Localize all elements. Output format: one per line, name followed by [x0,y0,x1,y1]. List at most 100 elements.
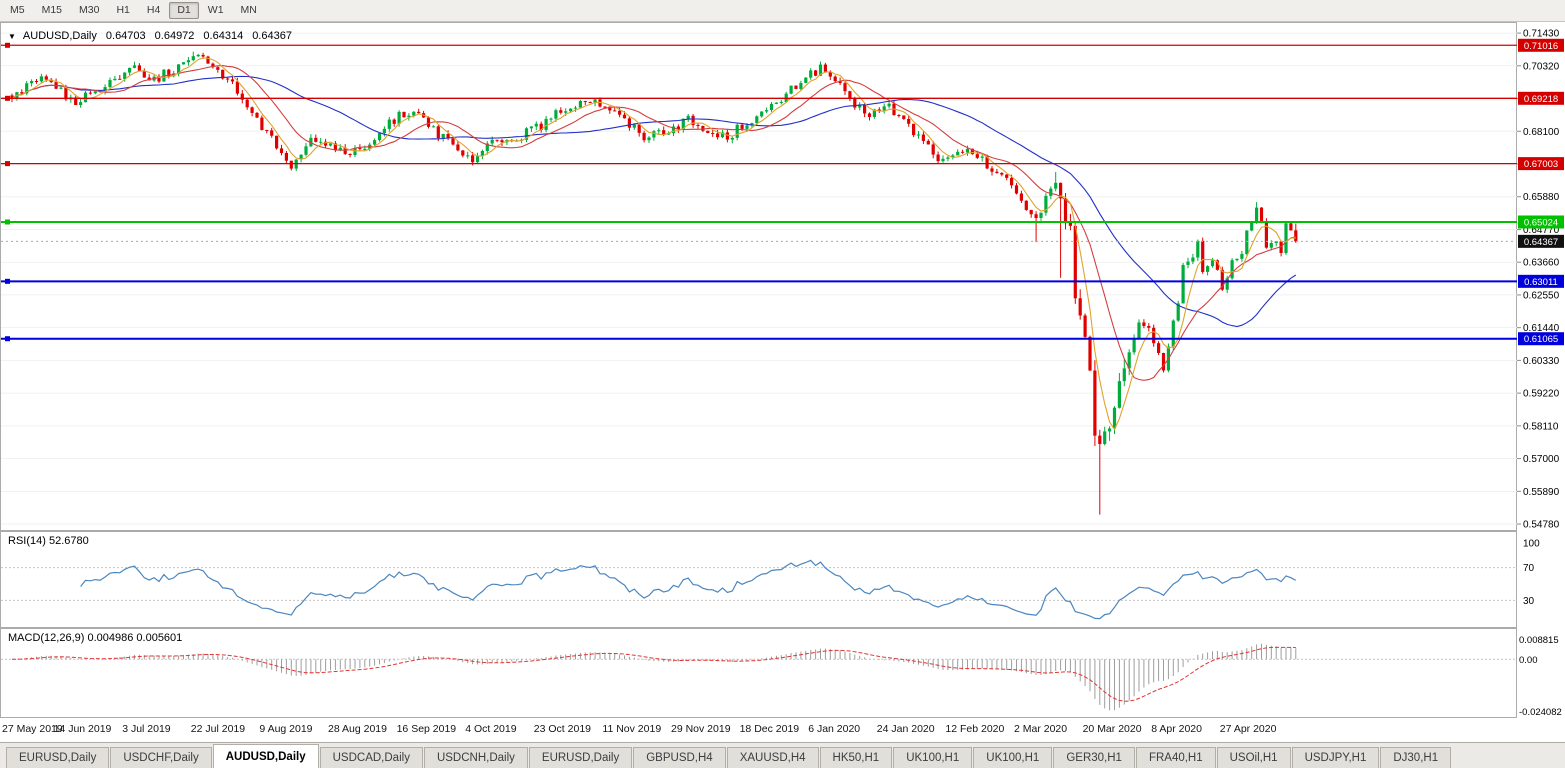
chart-tab-audusd-daily[interactable]: AUDUSD,Daily [212,744,319,768]
moving-average-13[interactable] [11,65,1296,381]
timeframe-button-w1[interactable]: W1 [207,3,224,16]
svg-text:0.57000: 0.57000 [1523,454,1560,465]
svg-text:0.63011: 0.63011 [1524,277,1558,288]
horizontal-line-0.71016[interactable]: 0.71016 [1,38,1564,52]
time-axis-label: 11 Nov 2019 [602,723,662,735]
time-axis-label: 20 Mar 2020 [1082,723,1142,735]
svg-text:0.71430: 0.71430 [1523,29,1560,40]
macd-histogram [16,643,1297,711]
time-axis-label: 22 Jul 2019 [190,723,246,735]
timeframe-button-d1[interactable]: D1 [169,1,199,20]
timeframe-button-mn[interactable]: MN [240,3,257,16]
chart-tab-fra40-h1[interactable]: FRA40,H1 [1135,747,1216,768]
time-axis-label: 27 May 2019 [2,723,63,735]
macd-signal-line [11,646,1296,702]
chart-tabs-bar: EURUSD,Daily USDCHF,Daily AUDUSD,Daily USDC… [0,742,1565,768]
time-axis-label: 8 Apr 2020 [1151,723,1202,735]
svg-text:0.65880: 0.65880 [1523,192,1560,203]
chart-tab-gbpusd-h4[interactable]: GBPUSD,H4 [633,747,726,768]
svg-text:0.68100: 0.68100 [1523,127,1560,138]
svg-text:0.58110: 0.58110 [1523,421,1559,432]
ohlc-close: 0.64367 [252,30,292,42]
svg-text:0.63660: 0.63660 [1523,258,1560,269]
chart-tab-usoil-h1[interactable]: USOil,H1 [1216,747,1291,768]
time-axis: 27 May 2019 14 Jun 2019 3 Jul 2019 22 Jul 2… [0,718,1565,742]
chart-tab-ger30-h1[interactable]: GER30,H1 [1053,747,1135,768]
moving-average-5[interactable] [11,57,1296,431]
time-axis-label: 24 Jan 2020 [876,723,935,735]
horizontal-line-0.61065[interactable]: 0.61065 [1,332,1564,346]
chart-symbol-label: AUDUSD,Daily [22,30,97,42]
timeframe-button-h1[interactable]: H1 [116,3,130,16]
rsi-indicator-label: RSI(14) 52.6780 [8,535,89,547]
macd-indicator-label: MACD(12,26,9) 0.004986 0.005601 [8,632,183,644]
chart-tab-usdcnh-daily[interactable]: USDCNH,Daily [423,747,528,768]
ohlc-low: 0.64314 [203,30,244,42]
chart-tab-eurusd-daily[interactable]: EURUSD,Daily [528,747,633,768]
svg-text:0.55890: 0.55890 [1523,487,1560,498]
svg-text:70: 70 [1523,563,1535,574]
svg-text:0.61440: 0.61440 [1523,323,1560,334]
timeframe-button-m5[interactable]: M5 [10,3,25,16]
collapse-arrow-icon[interactable]: ▼ [8,31,16,41]
timeframe-button-h4[interactable]: H4 [146,3,161,16]
horizontal-line-0.63011[interactable]: 0.63011 [1,274,1564,288]
chart-tab-xauusd-h4[interactable]: XAUUSD,H4 [726,747,819,768]
time-axis-label: 23 Oct 2019 [533,723,592,735]
svg-text:0.65024: 0.65024 [1524,217,1558,228]
time-axis-label: 27 Apr 2020 [1219,723,1277,735]
svg-text:0.008815: 0.008815 [1519,635,1559,646]
chart-tab-uk100-h1[interactable]: UK100,H1 [973,747,1053,768]
macd-border [0,628,1517,718]
ohlc-open: 0.64703 [105,30,146,42]
time-axis-label: 29 Nov 2019 [671,723,731,735]
time-axis-label: 18 Dec 2019 [739,723,800,735]
time-axis-label: 12 Feb 2020 [945,723,1005,735]
price-gridlines [1,32,1517,525]
time-axis-label: 14 Jun 2019 [53,723,112,735]
svg-text:0.61065: 0.61065 [1524,334,1558,345]
chart-tab-usdjpy-h1[interactable]: USDJPY,H1 [1291,747,1380,768]
timeframe-button-m15[interactable]: M15 [41,3,63,16]
time-axis-label: 6 Jan 2020 [808,723,861,735]
chart-tab-uk100-h1[interactable]: UK100,H1 [893,747,973,768]
time-axis-label: 4 Oct 2019 [465,723,517,735]
svg-text:0.54780: 0.54780 [1523,520,1560,531]
chart-ohlc-title: ▼ AUDUSD,Daily 0.64703 0.64972 0.64314 0… [8,30,292,42]
svg-text:0.67003: 0.67003 [1524,159,1558,170]
price-chart-panel[interactable]: 0.714300.703200.692100.681000.669900.658… [0,22,1565,531]
svg-text:0.00: 0.00 [1519,655,1538,666]
chart-tab-hk50-h1[interactable]: HK50,H1 [819,747,893,768]
timeframe-button-m30[interactable]: M30 [79,3,100,16]
svg-text:0.62550: 0.62550 [1523,290,1560,301]
svg-text:100: 100 [1523,539,1540,550]
svg-text:0.60330: 0.60330 [1523,356,1560,367]
rsi-line [80,559,1297,620]
horizontal-line-0.69218[interactable]: 0.69218 [1,91,1564,105]
svg-text:0.70320: 0.70320 [1523,61,1560,72]
chart-tab-usdchf-daily[interactable]: USDCHF,Daily [110,747,212,768]
macd-panel[interactable]: 0.008815 0.00 -0.024082 [0,628,1565,718]
time-axis-label: 3 Jul 2019 [122,723,171,735]
svg-text:-0.024082: -0.024082 [1519,707,1562,718]
timeframe-toolbar: M5 M15 M30 H1 H4 D1 W1 MN [0,0,1565,22]
time-axis-label: 9 Aug 2019 [259,723,313,735]
svg-text:0.64770: 0.64770 [1523,225,1560,236]
chart-tab-usdcad-daily[interactable]: USDCAD,Daily [319,747,423,768]
svg-text:0.69218: 0.69218 [1524,94,1558,105]
rsi-border [0,531,1517,628]
chart-tab-dj30-h1[interactable]: DJ30,H1 [1380,747,1452,768]
chart-region: ▼ AUDUSD,Daily 0.64703 0.64972 0.64314 0… [0,22,1565,742]
time-axis-label: 2 Mar 2020 [1014,723,1068,735]
rsi-panel[interactable]: 100 70 30 [0,531,1565,628]
moving-average-34[interactable] [11,75,1297,328]
svg-text:0.71016: 0.71016 [1524,41,1558,52]
svg-text:30: 30 [1523,596,1535,607]
horizontal-line-0.67003[interactable]: 0.67003 [1,157,1564,171]
horizontal-line-0.65024[interactable]: 0.65024 [1,215,1564,229]
ohlc-high: 0.64972 [154,30,195,42]
price-plot-border [0,22,1517,531]
chart-tab-eurusd-daily[interactable]: EURUSD,Daily [6,747,110,768]
current-price-label: 0.64367 [1,234,1564,248]
